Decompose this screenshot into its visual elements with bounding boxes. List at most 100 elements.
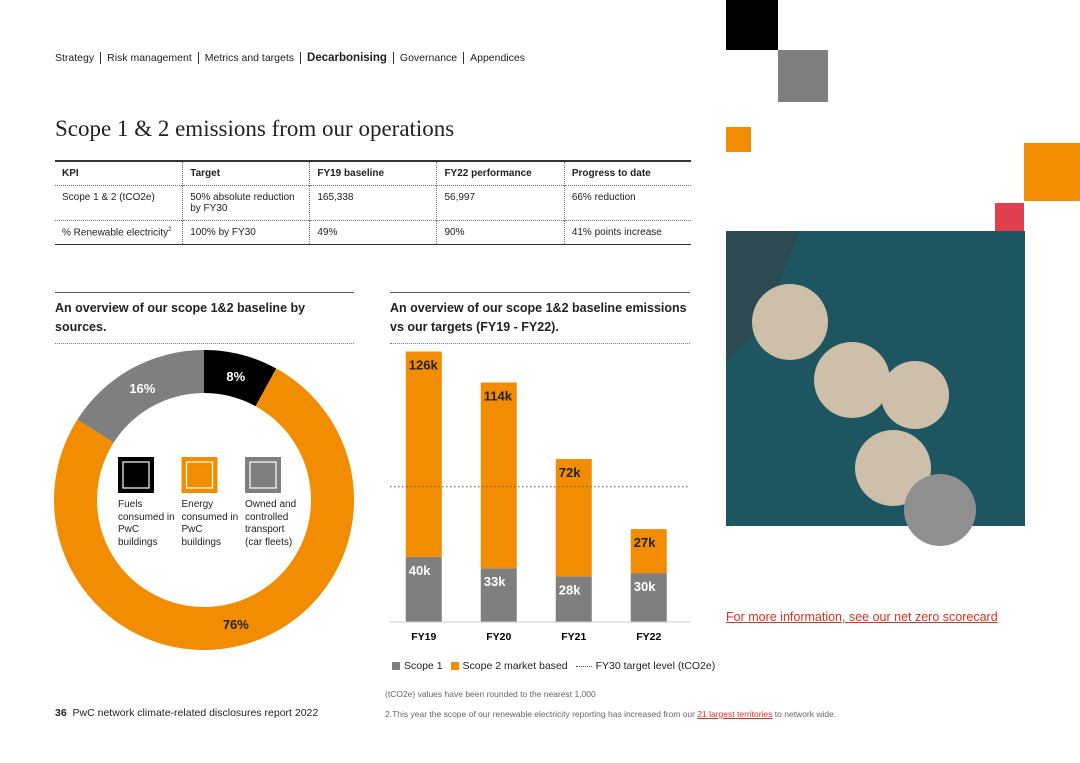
data-label: 126k: [409, 358, 439, 373]
data-label: 16%: [129, 381, 155, 396]
header-cell: Target: [182, 161, 310, 186]
note-mark: 2: [168, 227, 172, 233]
category-icon-frame: [185, 461, 214, 489]
table-row: % Renewable electricity2 100% by FY30 49% 9…: [55, 220, 691, 245]
donut-segment: [77, 350, 204, 443]
nav-item: Metrics and targets: [197, 52, 300, 64]
footnote-text: 2.This year the scope of our renewable e…: [385, 709, 698, 719]
cell: Scope 1 & 2 (tCO2e): [55, 186, 183, 221]
cell: 49%: [309, 220, 437, 245]
legend-swatch: [450, 662, 459, 670]
deco-square: [995, 203, 1024, 231]
footnote: 2.This year the scope of our renewable e…: [385, 709, 836, 719]
data-label: 28k: [559, 582, 581, 597]
data-label: 76%: [223, 617, 249, 632]
deco-square: [726, 0, 778, 50]
cell-text: 66% reduction: [571, 192, 636, 203]
x-tick-label: FY22: [636, 631, 661, 643]
bar-segment: [480, 382, 517, 569]
data-label: 33k: [484, 574, 506, 589]
bar-segment: [405, 556, 442, 622]
bar-segment: [480, 568, 517, 622]
category-icon: [118, 457, 154, 493]
bar-segment: [405, 351, 442, 557]
bar-segment: [630, 529, 667, 574]
category-icon: [245, 457, 281, 493]
category-icon-frame: [249, 461, 277, 489]
bar-segment: [555, 576, 592, 622]
cell: 41% points increase: [563, 220, 691, 245]
legend-swatch: [575, 665, 592, 667]
deco-square: [778, 50, 828, 102]
table-header: KPI Target FY19 baseline FY22 performance Pr…: [55, 161, 691, 186]
x-tick-label: FY20: [486, 631, 511, 643]
data-label: 30k: [634, 579, 656, 594]
nav-item: Strategy: [55, 52, 95, 64]
data-label: 114k: [484, 388, 513, 403]
cell-text: 100% by FY30: [190, 227, 256, 238]
header-cell: Progress to date: [563, 161, 691, 186]
cell-text: 50% absolute reduction by FY30: [190, 192, 295, 214]
kpi-table: KPI Target FY19 baseline FY22 performance Pr…: [55, 160, 691, 245]
nav-item: Decarbonising: [300, 52, 393, 64]
deco-square: [726, 127, 751, 152]
header-cell: FY19 baseline: [309, 161, 437, 186]
legend-label: FY30 target level (tCO2e): [595, 660, 716, 672]
footnote: (tCO2e) values have been rounded to the …: [385, 689, 596, 699]
photo: [726, 231, 1025, 546]
category-label: Fuels consumed in PwC buildings: [118, 499, 175, 548]
link[interactable]: For more information, see our net zero s…: [726, 610, 998, 624]
cell-text: 165,338: [317, 192, 354, 203]
table-row: Scope 1 & 2 (tCO2e) 50% absolute reductio…: [55, 185, 691, 221]
header-cell: KPI: [62, 168, 79, 179]
category-label: Owned and controlled transport (car flee…: [245, 499, 297, 548]
page-title: Scope 1 & 2 emissions from our operation…: [55, 116, 455, 141]
category-label: Energy consumed in PwC buildings: [181, 499, 239, 548]
link[interactable]: 21 largest territories: [697, 709, 773, 719]
scorecard-link[interactable]: For more information, see our net zero s…: [726, 610, 998, 624]
cell: 56,997: [436, 185, 565, 221]
header-cell: FY22 performance: [436, 161, 565, 186]
category-icon: [181, 457, 218, 493]
legend-swatch: [392, 662, 400, 670]
section-title: An overview of our scope 1&2 baseline by…: [55, 292, 354, 344]
section-title: An overview of our scope 1&2 baseline em…: [390, 292, 690, 344]
data-label: 72k: [559, 465, 581, 480]
bar-segment: [555, 459, 592, 577]
nav: Strategy Risk management Metrics and targe…: [55, 52, 531, 64]
legend-label: Scope 2 market based: [462, 660, 568, 672]
donut-segment: [53, 368, 354, 650]
footer-text: PwC network climate-related disclosures …: [72, 707, 319, 719]
cell: 165,338: [309, 185, 437, 221]
data-label: 27k: [634, 535, 656, 550]
donut-segment: [204, 350, 277, 407]
cell-text: 41% points increase: [571, 227, 662, 238]
cell: 66% reduction: [563, 185, 691, 221]
cell-text: 49%: [317, 227, 338, 238]
x-tick-label: FY19: [411, 631, 436, 643]
cell-text: 90%: [444, 227, 465, 238]
cell: % Renewable electricity2: [55, 221, 183, 245]
footer: 36 PwC network climate-related disclosur…: [55, 707, 318, 719]
bar-segment: [630, 573, 667, 622]
nav-item: Appendices: [463, 52, 531, 64]
data-label: 40k: [409, 563, 431, 578]
legend-label: Scope 1: [404, 660, 443, 672]
data-label: 8%: [226, 369, 245, 384]
cell-text: Scope 1 & 2 (tCO2e): [62, 192, 155, 203]
cell: 90%: [436, 220, 565, 245]
nav-item: Governance: [392, 52, 463, 64]
nav-item: Risk management: [100, 52, 198, 64]
category-icon-frame: [122, 461, 150, 489]
cell-text: % Renewable electricity: [62, 227, 169, 239]
page-number: 36: [55, 707, 67, 719]
x-tick-label: FY21: [561, 631, 586, 643]
cell: 100% by FY30: [182, 220, 310, 245]
legend: Scope 1 Scope 2 market based FY30 target l…: [392, 660, 715, 672]
cell: 50% absolute reduction by FY30: [182, 185, 310, 221]
footnote-text: to network wide.: [772, 709, 837, 719]
deco-square: [1024, 143, 1080, 201]
cell-text: 56,997: [444, 192, 476, 203]
